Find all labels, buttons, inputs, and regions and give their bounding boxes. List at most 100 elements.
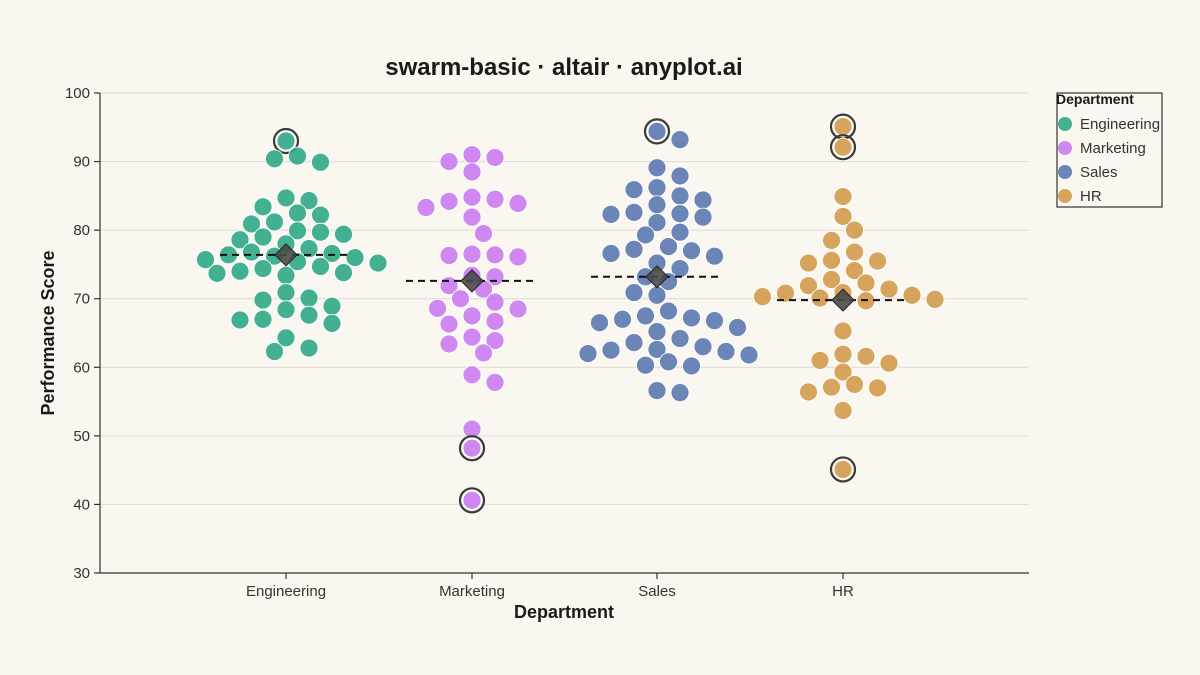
data-point bbox=[647, 285, 667, 305]
data-point bbox=[322, 244, 342, 263]
data-point bbox=[856, 273, 876, 293]
legend-swatch bbox=[1058, 189, 1072, 203]
outlier-ring bbox=[643, 118, 671, 145]
y-tick-label: 50 bbox=[73, 428, 90, 445]
data-point bbox=[288, 221, 307, 241]
data-point bbox=[636, 306, 655, 326]
data-point bbox=[299, 305, 319, 325]
y-tick-label: 60 bbox=[73, 359, 90, 376]
data-point bbox=[288, 203, 307, 223]
data-point bbox=[624, 180, 644, 200]
data-point bbox=[659, 301, 678, 321]
data-point bbox=[253, 259, 273, 278]
data-point bbox=[230, 310, 250, 330]
legend-label: Marketing bbox=[1080, 140, 1146, 157]
data-point bbox=[833, 401, 853, 420]
data-point bbox=[682, 308, 701, 328]
data-point bbox=[693, 337, 713, 357]
data-point bbox=[322, 313, 342, 333]
data-point bbox=[624, 239, 644, 259]
data-point bbox=[242, 214, 261, 234]
x-axis-title: Department bbox=[514, 602, 614, 622]
outlier-ring bbox=[272, 127, 300, 155]
data-point bbox=[670, 204, 690, 224]
y-tick-label: 30 bbox=[73, 565, 90, 582]
y-tick-label: 40 bbox=[73, 496, 90, 513]
data-point bbox=[799, 382, 818, 402]
data-point bbox=[508, 193, 528, 213]
x-tick-label: HR bbox=[832, 583, 854, 600]
data-point bbox=[833, 321, 853, 341]
data-point bbox=[578, 344, 598, 363]
data-point bbox=[693, 190, 713, 210]
data-point bbox=[462, 438, 482, 458]
data-point bbox=[833, 362, 853, 382]
data-point bbox=[265, 149, 284, 169]
outlier-ring bbox=[829, 456, 857, 483]
data-point bbox=[879, 353, 899, 373]
data-point bbox=[601, 340, 621, 360]
data-point bbox=[462, 365, 482, 385]
data-point bbox=[868, 251, 887, 271]
data-point bbox=[647, 121, 667, 141]
data-point bbox=[647, 322, 667, 342]
data-point bbox=[288, 146, 307, 166]
data-point bbox=[276, 283, 296, 302]
data-point bbox=[822, 377, 841, 397]
data-point bbox=[299, 338, 319, 358]
data-point bbox=[822, 270, 841, 289]
data-point bbox=[311, 205, 330, 225]
mean-diamond bbox=[460, 269, 484, 293]
data-point bbox=[253, 309, 273, 329]
data-point bbox=[508, 299, 528, 319]
data-point bbox=[311, 257, 330, 276]
data-point bbox=[659, 237, 678, 257]
data-point bbox=[682, 356, 701, 376]
data-point bbox=[485, 189, 505, 209]
data-point bbox=[833, 117, 853, 136]
data-point bbox=[670, 222, 690, 242]
data-point bbox=[462, 490, 482, 510]
x-tick-label: Engineering bbox=[246, 583, 326, 600]
y-axis-title: Performance Score bbox=[38, 250, 58, 415]
data-point bbox=[207, 263, 227, 283]
data-point bbox=[845, 261, 864, 281]
legend-label: Engineering bbox=[1080, 116, 1160, 133]
mean-diamond bbox=[831, 288, 855, 312]
data-point bbox=[485, 292, 505, 312]
legend-label: HR bbox=[1080, 188, 1102, 205]
data-point bbox=[682, 241, 701, 261]
data-point bbox=[462, 145, 482, 165]
data-point bbox=[716, 342, 736, 361]
data-point bbox=[670, 383, 690, 403]
data-point bbox=[462, 187, 482, 207]
data-point bbox=[822, 231, 841, 250]
data-point bbox=[647, 340, 667, 359]
data-point bbox=[451, 289, 470, 309]
data-point bbox=[799, 253, 818, 273]
data-point bbox=[253, 197, 273, 217]
data-point bbox=[485, 148, 505, 167]
data-point bbox=[334, 263, 353, 283]
data-point bbox=[647, 178, 667, 198]
data-point bbox=[276, 265, 296, 285]
data-points bbox=[196, 113, 945, 514]
outlier-ring bbox=[829, 134, 857, 161]
y-ticks: 30 40 50 60 70 80 90 100 bbox=[65, 85, 100, 582]
data-point bbox=[810, 351, 830, 370]
data-point bbox=[265, 212, 284, 232]
data-point bbox=[299, 288, 319, 308]
data-point bbox=[276, 328, 296, 348]
data-point bbox=[728, 318, 747, 337]
data-point bbox=[265, 342, 284, 361]
data-point bbox=[276, 300, 296, 320]
mean-diamond bbox=[645, 265, 669, 289]
data-point bbox=[845, 220, 864, 240]
data-point bbox=[810, 288, 830, 308]
data-point bbox=[462, 306, 482, 326]
data-point bbox=[833, 207, 853, 226]
data-point bbox=[485, 372, 505, 392]
data-point bbox=[613, 309, 632, 329]
